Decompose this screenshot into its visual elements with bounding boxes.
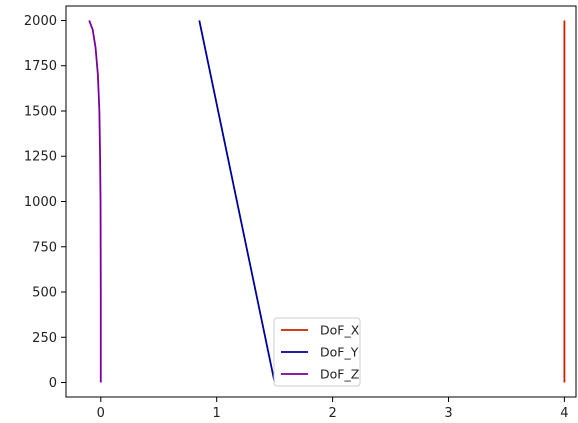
legend-label-dof-x: DoF_X xyxy=(320,323,360,338)
ticks-layer: 0 1 2 3 4 0 250 500 750 1000 1250 1500 1750 2000 xyxy=(24,14,569,421)
x-tick-label: 2 xyxy=(328,406,336,421)
legend-label-dof-y: DoF_Y xyxy=(320,345,359,360)
legend-label-dof-z: DoF_Z xyxy=(320,367,359,382)
y-tick-label: 250 xyxy=(32,331,57,346)
x-tick-label: 0 xyxy=(97,406,105,421)
legend: DoF_X DoF_Y DoF_Z xyxy=(273,317,361,387)
y-tick-label: 1750 xyxy=(24,59,57,74)
series-line-dof-z xyxy=(88,20,102,383)
x-tick-label: 4 xyxy=(560,406,568,421)
y-tick-label: 0 xyxy=(49,376,57,391)
legend-box xyxy=(273,317,361,387)
y-tick-label: 1250 xyxy=(24,150,57,165)
x-tick-label: 1 xyxy=(213,406,221,421)
y-tick-label: 2000 xyxy=(24,14,57,29)
y-tick-label: 1000 xyxy=(24,195,57,210)
x-tick-label: 3 xyxy=(444,406,452,421)
y-tick-label: 500 xyxy=(32,286,57,301)
series-layer xyxy=(88,20,566,383)
y-tick-label: 1500 xyxy=(24,104,57,119)
y-tick-label: 750 xyxy=(32,240,57,255)
series-line-dof-y xyxy=(198,20,276,383)
